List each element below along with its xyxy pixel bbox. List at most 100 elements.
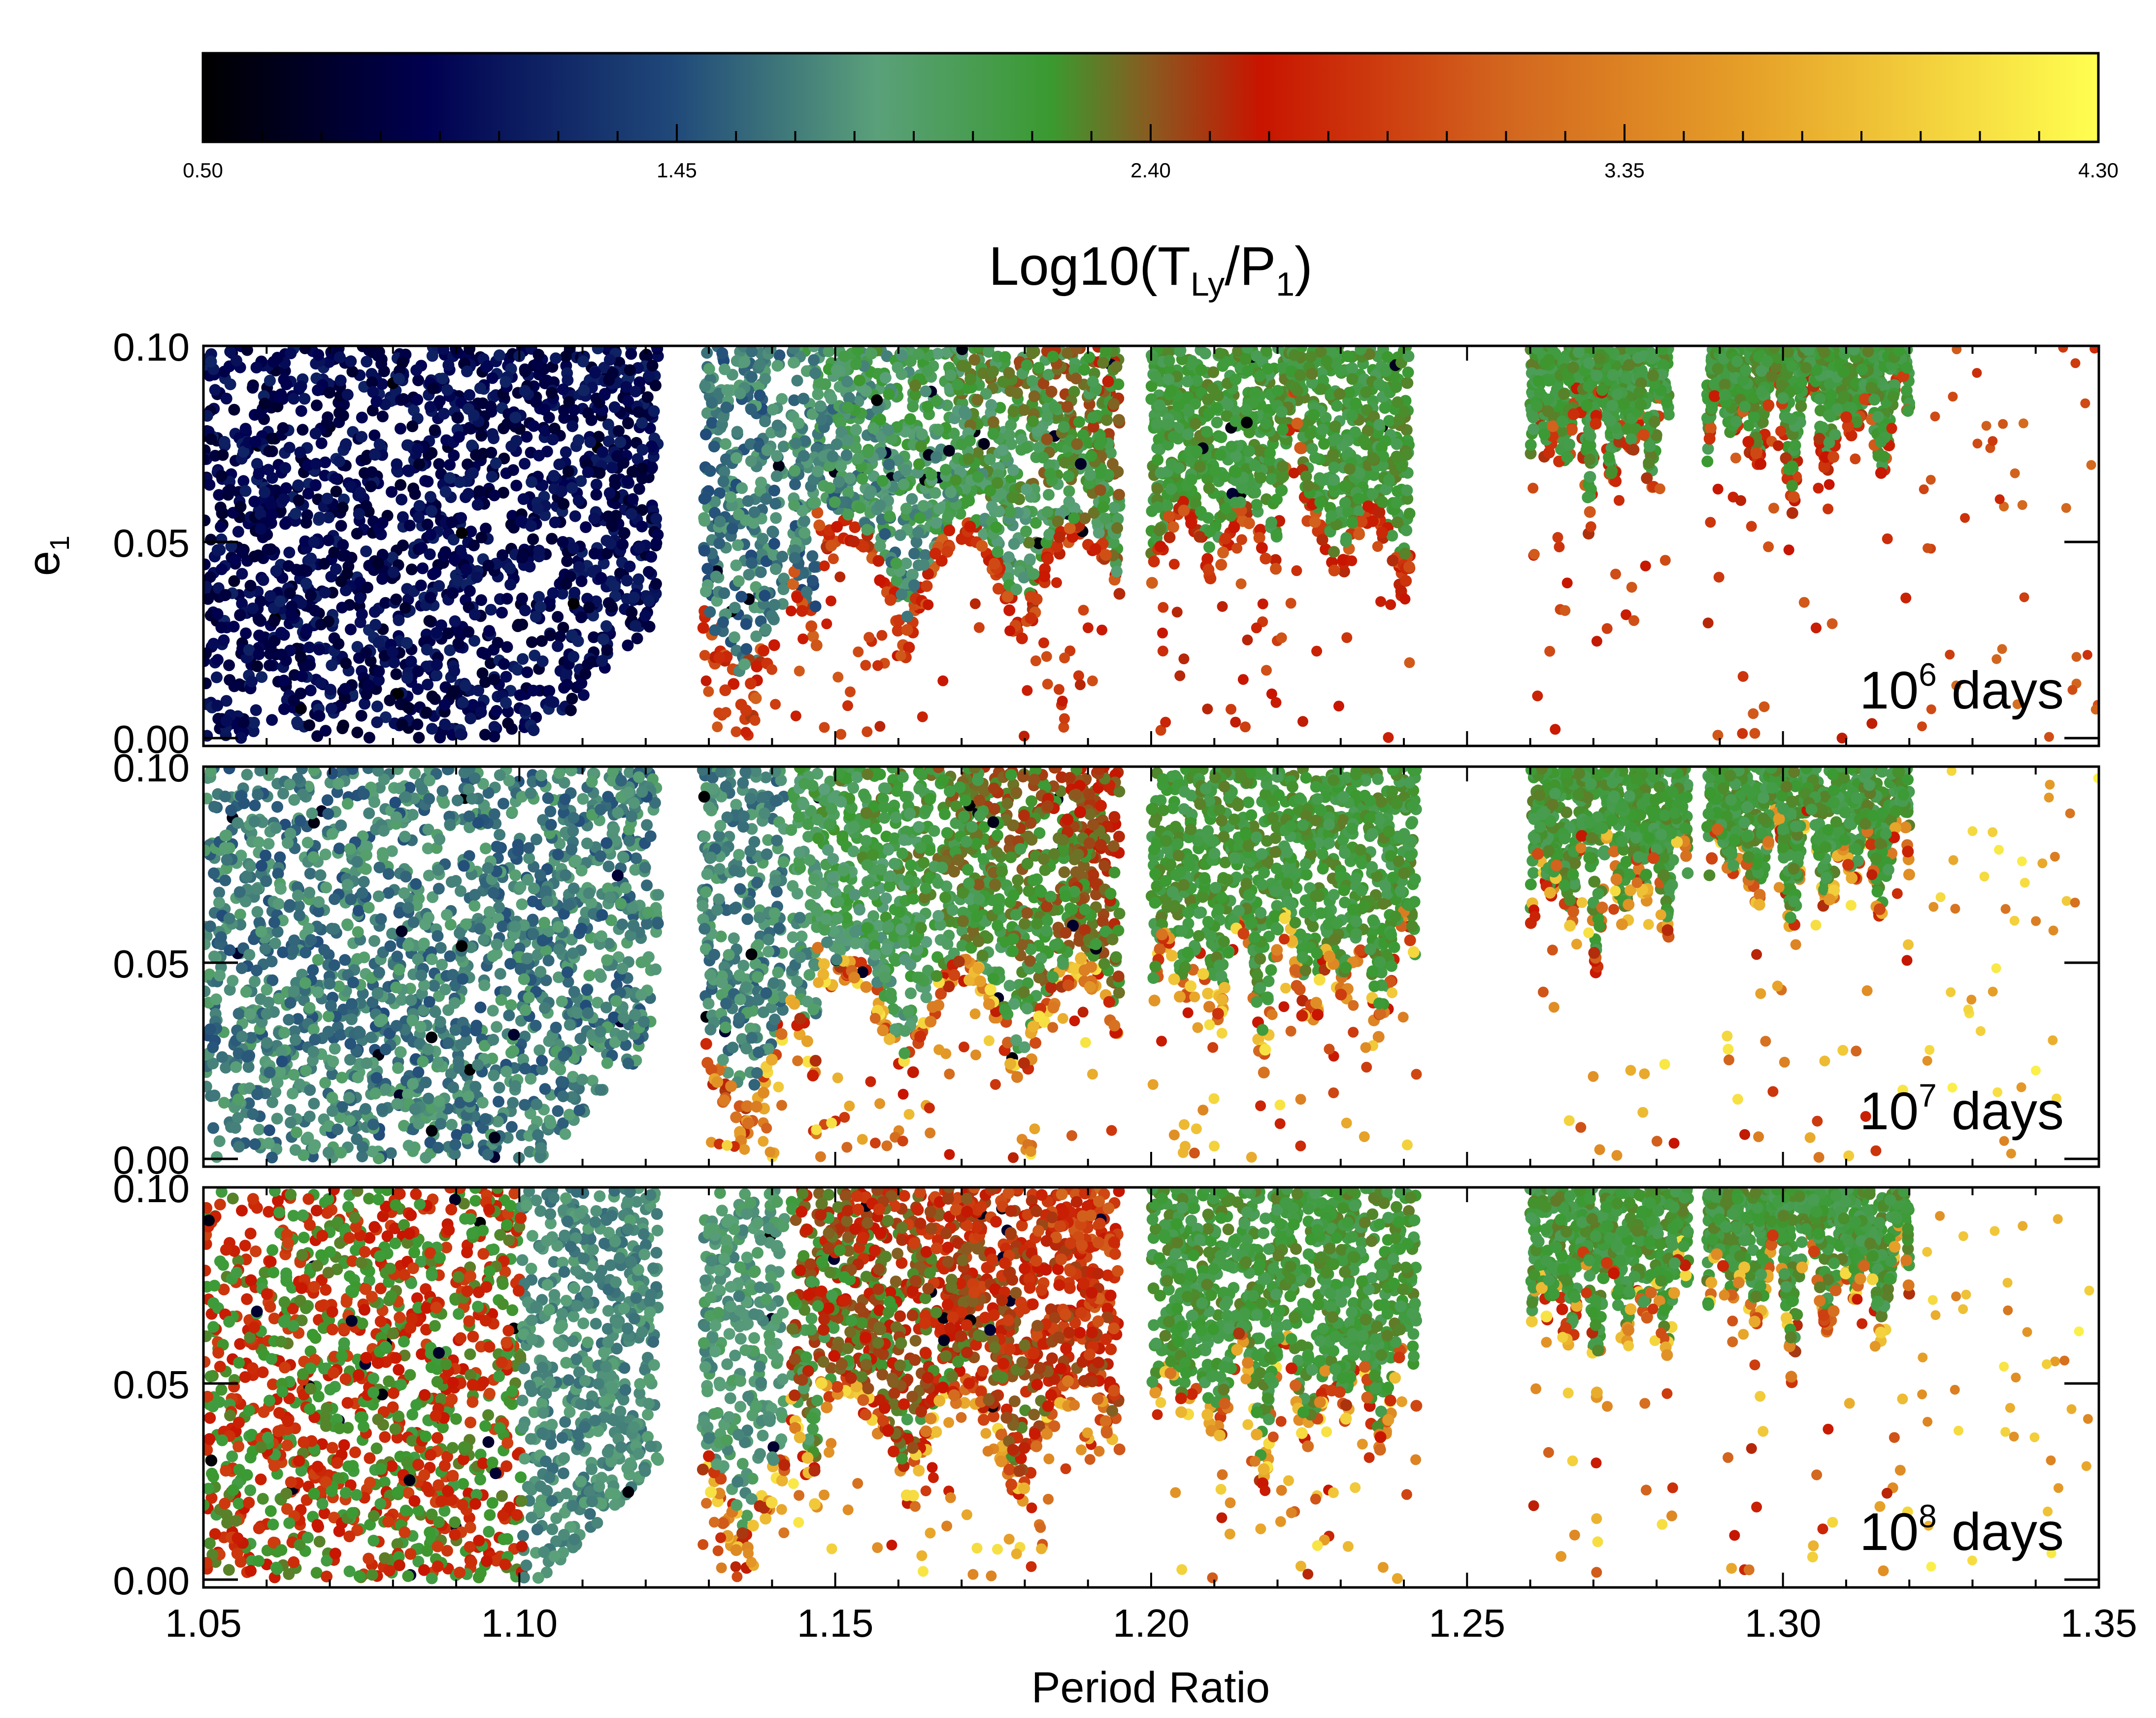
data-point xyxy=(1584,506,1596,518)
data-point xyxy=(1057,696,1068,707)
data-point xyxy=(360,500,372,512)
data-point xyxy=(746,346,758,358)
data-point xyxy=(1376,527,1388,539)
data-point xyxy=(832,672,844,683)
data-point xyxy=(879,371,892,384)
data-point xyxy=(304,684,317,697)
data-point xyxy=(842,487,854,499)
data-point xyxy=(391,458,403,471)
data-point xyxy=(552,611,564,623)
data-point xyxy=(473,485,485,497)
data-point xyxy=(853,374,865,387)
data-point xyxy=(943,445,955,457)
data-point xyxy=(842,508,855,521)
data-point xyxy=(1321,355,1332,367)
data-point xyxy=(1330,433,1342,445)
data-point xyxy=(211,544,224,556)
data-point xyxy=(410,364,423,376)
data-point xyxy=(1094,484,1106,496)
data-point xyxy=(479,676,492,688)
data-point xyxy=(297,424,309,436)
data-point xyxy=(402,464,414,476)
data-point xyxy=(1386,530,1398,542)
data-point xyxy=(1591,370,1603,382)
data-point xyxy=(1350,397,1362,409)
data-point xyxy=(322,534,334,546)
data-point xyxy=(1399,547,1411,560)
data-point xyxy=(922,365,934,377)
data-point xyxy=(717,616,729,628)
data-point xyxy=(1043,528,1056,540)
data-point xyxy=(1403,561,1415,573)
data-point xyxy=(517,493,530,505)
data-point xyxy=(1229,497,1241,509)
data-point xyxy=(575,475,587,487)
data-point xyxy=(486,372,498,384)
data-point xyxy=(742,495,754,507)
data-point xyxy=(220,393,232,404)
data-point xyxy=(1373,419,1386,431)
data-point xyxy=(701,563,714,575)
data-point xyxy=(1061,401,1073,413)
data-point xyxy=(650,578,662,590)
data-point xyxy=(636,462,649,474)
data-point xyxy=(1610,569,1621,580)
data-point xyxy=(1367,515,1379,527)
data-point xyxy=(320,725,332,737)
colorbar-label-end: ) xyxy=(1294,236,1313,297)
data-point xyxy=(908,547,921,560)
data-point xyxy=(906,493,918,505)
data-point xyxy=(857,540,869,553)
data-point xyxy=(1211,416,1223,429)
data-point xyxy=(962,453,975,465)
data-point xyxy=(1266,688,1277,700)
data-point xyxy=(602,435,615,447)
data-point xyxy=(1207,366,1220,378)
data-point xyxy=(1088,507,1100,519)
data-point xyxy=(709,506,721,519)
data-point xyxy=(1302,479,1314,492)
data-point xyxy=(203,593,214,605)
data-point xyxy=(1242,634,1253,645)
data-point xyxy=(1656,369,1668,381)
data-point xyxy=(632,406,645,418)
data-point xyxy=(909,389,922,401)
data-point xyxy=(718,466,730,478)
colorbar: 0.50 1.45 2.40 3.35 4.30 Log10(TLy/P1) xyxy=(183,52,2119,303)
data-point xyxy=(625,348,637,360)
data-point xyxy=(421,643,433,656)
data-point xyxy=(268,635,281,647)
data-point xyxy=(1346,373,1359,385)
data-point xyxy=(1654,483,1665,495)
data-point xyxy=(534,601,547,613)
data-point xyxy=(598,389,611,401)
data-point xyxy=(1531,400,1543,412)
data-point xyxy=(550,352,562,365)
data-point xyxy=(856,472,868,485)
data-point xyxy=(286,609,298,621)
data-point xyxy=(1309,516,1321,528)
data-point xyxy=(232,526,244,538)
data-point xyxy=(304,659,316,671)
data-point xyxy=(652,529,664,541)
data-point xyxy=(1199,347,1211,360)
data-point xyxy=(471,499,484,511)
data-point xyxy=(1392,396,1404,408)
data-point xyxy=(215,621,228,634)
data-point xyxy=(1647,370,1659,382)
data-point xyxy=(778,573,790,585)
data-point xyxy=(250,704,262,716)
data-point xyxy=(415,579,427,592)
data-point xyxy=(773,460,785,472)
data-point xyxy=(413,500,426,512)
data-point xyxy=(567,650,580,663)
data-point xyxy=(1326,510,1338,522)
data-point xyxy=(633,376,646,388)
data-point xyxy=(1606,400,1619,412)
data-point xyxy=(1096,624,1108,636)
data-point xyxy=(862,446,874,459)
data-point xyxy=(1151,482,1163,495)
data-point xyxy=(340,584,352,597)
data-point xyxy=(884,510,896,523)
data-point xyxy=(412,665,424,677)
